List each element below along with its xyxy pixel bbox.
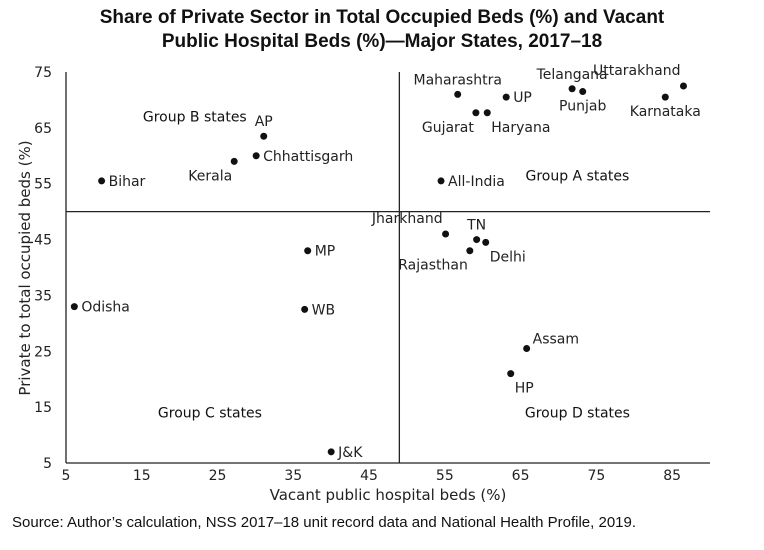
- y-tick-label: 45: [34, 233, 52, 249]
- point-label-odisha: Odisha: [81, 300, 130, 316]
- y-tick-label: 65: [34, 121, 52, 137]
- data-point-uttarakhand: [679, 82, 687, 90]
- data-point-maharashtra: [454, 90, 462, 98]
- source-note: Source: Author’s calculation, NSS 2017–1…: [12, 514, 637, 531]
- quadrant-labels: Group B states Group A states Group C stat…: [143, 110, 630, 422]
- data-point-telangana: [568, 85, 576, 93]
- point-label-chhattisgarh: Chhattisgarh: [263, 149, 353, 165]
- point-label-tn: TN: [466, 218, 486, 234]
- point-label-ap: AP: [255, 114, 273, 130]
- point-label-karnataka: Karnataka: [630, 104, 701, 120]
- point-labels: Bihar Kerala Chhattisgarh AP Odisha MP WB J&K Al…: [81, 63, 700, 461]
- y-tick-label: 35: [34, 288, 52, 304]
- data-point-ap: [260, 132, 268, 140]
- y-tick-label: 55: [34, 177, 52, 193]
- y-tick-label: 25: [34, 344, 52, 360]
- data-point-bihar: [98, 177, 106, 185]
- data-point-odisha: [70, 303, 78, 311]
- point-label-jandk: J&K: [337, 445, 363, 461]
- data-point-assam: [523, 344, 531, 352]
- data-point-tn: [473, 236, 481, 244]
- y-axis-title: Private to total occupied beds (%): [16, 140, 34, 395]
- data-point-punjab: [579, 88, 587, 96]
- group-label-group-c-states: Group C states: [158, 406, 262, 422]
- chart-title-line-2: Public Hospital Beds (%)—Major States, 2…: [161, 31, 603, 52]
- x-tick-label: 25: [209, 468, 227, 484]
- data-point-haryana: [483, 109, 491, 117]
- point-label-hp: HP: [515, 381, 534, 397]
- data-point-delhi: [482, 238, 490, 246]
- point-label-rajasthan: Rajasthan: [398, 258, 468, 274]
- y-tick-label: 75: [34, 65, 52, 81]
- y-tick-label: 15: [34, 400, 52, 416]
- group-label-group-d-states: Group D states: [525, 406, 630, 422]
- data-point-all-india: [437, 177, 445, 185]
- chart-title: Share of Private Sector in Total Occupie…: [0, 6, 764, 54]
- data-point-wb: [301, 305, 309, 313]
- x-tick-label: 55: [436, 468, 454, 484]
- point-label-wb: WB: [312, 302, 335, 318]
- point-label-uttarakhand: Uttarakhand: [593, 63, 680, 79]
- data-point-karnataka: [661, 93, 669, 101]
- point-label-gujarat: Gujarat: [422, 120, 475, 136]
- group-label-group-b-states: Group B states: [143, 110, 247, 126]
- point-label-jharkhand: Jharkhand: [371, 211, 443, 227]
- point-label-assam: Assam: [533, 331, 579, 347]
- axis-ticks: 5 15 25 35 45 55 65 75 85 5 15 25 35 45 55 65 75: [34, 65, 681, 484]
- point-label-maharashtra: Maharashtra: [413, 72, 501, 88]
- data-point-jandk: [327, 448, 335, 456]
- point-label-delhi: Delhi: [490, 249, 526, 265]
- point-label-up: UP: [513, 90, 532, 106]
- point-label-all-india: All-India: [448, 174, 505, 190]
- data-point-hp: [507, 370, 515, 378]
- group-label-group-a-states: Group A states: [525, 168, 629, 184]
- data-point-up: [502, 93, 510, 101]
- x-tick-label: 45: [360, 468, 378, 484]
- data-point-mp: [304, 247, 312, 255]
- x-tick-label: 65: [512, 468, 530, 484]
- point-label-kerala: Kerala: [188, 168, 232, 184]
- data-point-gujarat: [472, 109, 480, 117]
- point-label-haryana: Haryana: [491, 120, 550, 136]
- x-tick-label: 85: [663, 468, 681, 484]
- x-tick-label: 5: [62, 468, 71, 484]
- data-point-kerala: [230, 157, 238, 165]
- y-tick-label: 5: [43, 456, 52, 472]
- chart-title-line-1: Share of Private Sector in Total Occupie…: [99, 7, 665, 28]
- x-tick-label: 35: [284, 468, 302, 484]
- data-point-rajasthan: [466, 247, 474, 255]
- point-label-mp: MP: [315, 244, 336, 260]
- point-label-telangana: Telangana: [536, 67, 608, 83]
- data-point-jharkhand: [442, 230, 450, 238]
- x-tick-label: 15: [133, 468, 151, 484]
- x-tick-label: 75: [587, 468, 605, 484]
- x-axis-title: Vacant public hospital beds (%): [270, 486, 507, 504]
- data-point-chhattisgarh: [252, 152, 260, 160]
- data-points: [70, 82, 687, 456]
- point-label-punjab: Punjab: [559, 99, 606, 115]
- point-label-bihar: Bihar: [109, 174, 146, 190]
